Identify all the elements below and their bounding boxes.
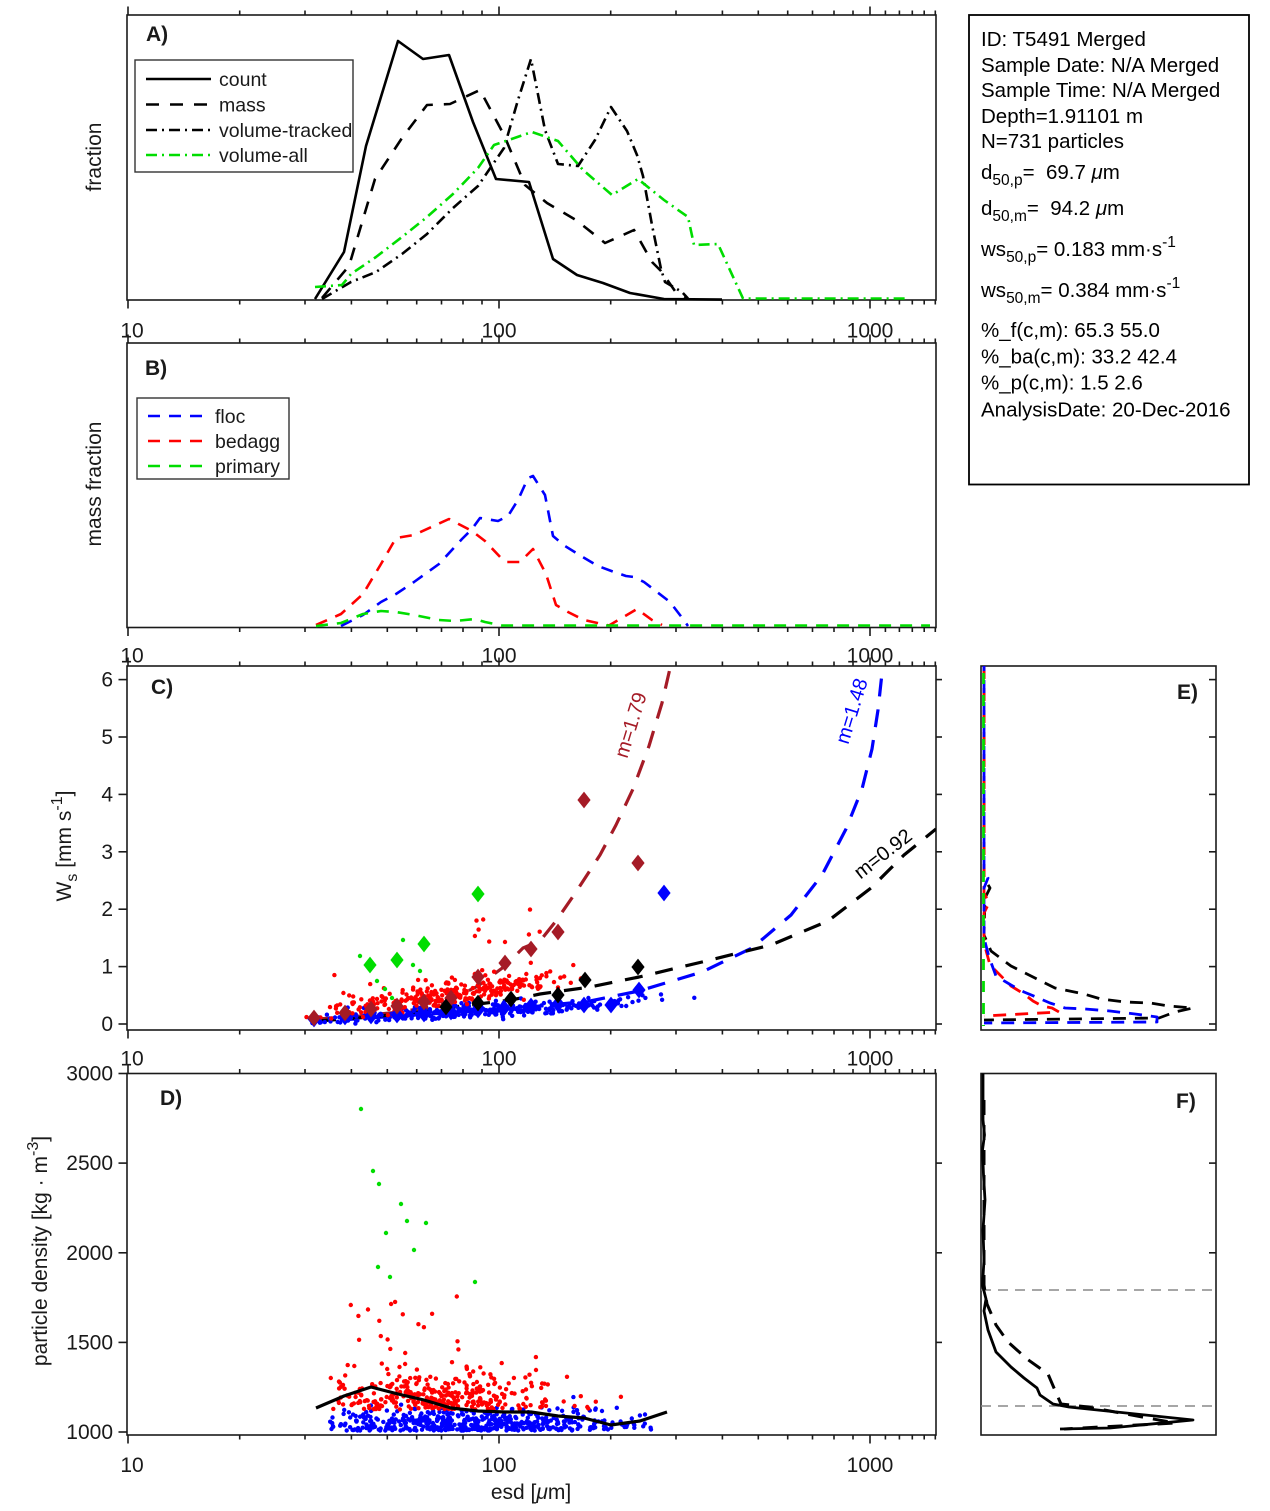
- svg-text:esd [μm]: esd [μm]: [491, 1481, 571, 1504]
- svg-text:D): D): [160, 1087, 182, 1110]
- svg-text:ID: T5491 Merged: ID: T5491 Merged: [981, 28, 1146, 51]
- svg-text:volume-all: volume-all: [219, 145, 308, 167]
- svg-text:C): C): [151, 676, 173, 699]
- svg-text:N=731 particles: N=731 particles: [981, 130, 1124, 153]
- svg-text:100: 100: [481, 320, 516, 343]
- svg-text:%_f(c,m): 65.3 55.0: %_f(c,m): 65.3 55.0: [981, 319, 1160, 342]
- svg-text:10: 10: [120, 1048, 143, 1071]
- svg-text:B): B): [145, 357, 167, 380]
- svg-text:particle density [kg · m-3]: particle density [kg · m-3]: [25, 1136, 52, 1366]
- svg-text:0: 0: [101, 1013, 113, 1036]
- svg-text:1000: 1000: [847, 1048, 894, 1071]
- svg-text:%_p(c,m): 1.5 2.6: %_p(c,m): 1.5 2.6: [981, 372, 1143, 395]
- svg-text:1: 1: [101, 956, 113, 979]
- svg-text:floc: floc: [215, 406, 246, 428]
- svg-text:volume-tracked: volume-tracked: [219, 120, 352, 142]
- svg-text:10: 10: [120, 320, 143, 343]
- svg-text:%_ba(c,m): 33.2 42.4: %_ba(c,m): 33.2 42.4: [981, 346, 1177, 369]
- svg-text:2500: 2500: [66, 1152, 113, 1175]
- svg-text:10: 10: [120, 645, 143, 668]
- svg-text:Depth=1.91101 m: Depth=1.91101 m: [981, 105, 1143, 128]
- svg-text:A): A): [146, 23, 168, 46]
- svg-text:fraction: fraction: [83, 123, 106, 192]
- svg-text:Sample Time: N/A Merged: Sample Time: N/A Merged: [981, 79, 1220, 102]
- svg-text:5: 5: [101, 726, 113, 749]
- svg-text:1000: 1000: [847, 645, 894, 668]
- svg-text:mass fraction: mass fraction: [83, 422, 106, 547]
- svg-text:100: 100: [481, 1454, 516, 1477]
- svg-text:primary: primary: [215, 456, 280, 478]
- svg-text:F): F): [1176, 1090, 1196, 1113]
- svg-text:E): E): [1177, 681, 1198, 704]
- svg-text:100: 100: [481, 1048, 516, 1071]
- svg-text:1000: 1000: [847, 1454, 894, 1477]
- svg-text:100: 100: [481, 645, 516, 668]
- svg-text:3: 3: [101, 841, 113, 864]
- svg-text:AnalysisDate: 20-Dec-2016: AnalysisDate: 20-Dec-2016: [981, 399, 1231, 422]
- svg-text:1500: 1500: [66, 1331, 113, 1354]
- svg-text:2000: 2000: [66, 1242, 113, 1265]
- svg-text:10: 10: [120, 1454, 143, 1477]
- svg-text:Sample Date: N/A Merged: Sample Date: N/A Merged: [981, 54, 1219, 77]
- svg-text:4: 4: [101, 783, 113, 806]
- svg-text:2: 2: [101, 898, 113, 921]
- svg-text:6: 6: [101, 669, 113, 692]
- svg-text:bedagg: bedagg: [215, 431, 280, 453]
- svg-text:3000: 3000: [66, 1063, 113, 1086]
- svg-text:1000: 1000: [66, 1421, 113, 1444]
- svg-text:mass: mass: [219, 95, 266, 117]
- svg-text:ws50,p= 0.183 mm·s-1: ws50,p= 0.183 mm·s-1: [980, 234, 1176, 266]
- svg-text:1000: 1000: [847, 320, 894, 343]
- svg-text:count: count: [219, 69, 267, 91]
